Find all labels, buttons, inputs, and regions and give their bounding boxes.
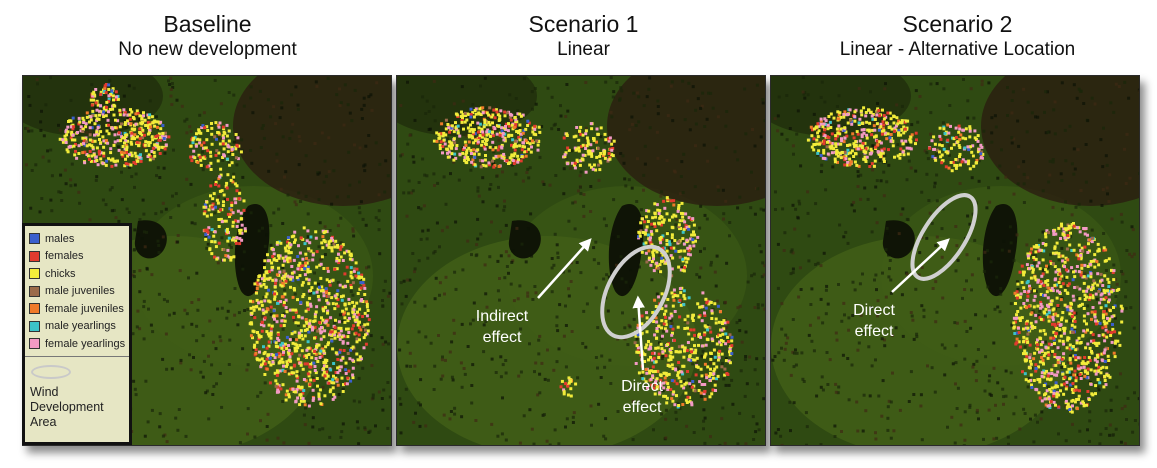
legend-wind-line: Development <box>30 399 104 414</box>
panel-title: Scenario 2 <box>902 11 1013 37</box>
legend-wind-line: Wind <box>30 384 59 399</box>
panel-subtitle: No new development <box>118 39 297 60</box>
legend-label: males <box>45 232 75 245</box>
legend-label: female yearlings <box>45 337 126 350</box>
map-scenario-2 <box>770 75 1140 446</box>
legend-swatch <box>29 320 40 332</box>
legend-swatch <box>29 285 40 297</box>
direct-effect-label: Direct effect <box>834 300 914 342</box>
legend-item: male juveniles <box>25 283 129 301</box>
legend-label: chicks <box>45 267 76 280</box>
legend-item: chicks <box>25 265 129 283</box>
annotation-line: effect <box>854 323 894 340</box>
annotation-line: Direct <box>853 302 895 319</box>
legend-swatch <box>29 268 40 280</box>
annotation-line: effect <box>622 399 662 416</box>
map-scenario-1 <box>396 75 766 446</box>
legend-items: males females chicks male juveniles female j… <box>25 226 129 353</box>
indirect-effect-label: Indirect effect <box>462 306 542 348</box>
annotation-line: effect <box>482 329 522 346</box>
panel-subtitle: Linear <box>557 39 610 60</box>
legend-item: female yearlings <box>25 335 129 353</box>
legend-item: males <box>25 230 129 248</box>
map-canvas <box>397 76 765 445</box>
map-canvas <box>771 76 1139 445</box>
panel-subtitle: Linear - Alternative Location <box>839 39 1076 60</box>
legend-item: females <box>25 248 129 266</box>
panel-title-baseline: Baseline No new development <box>20 10 395 62</box>
legend-swatch <box>29 338 40 350</box>
legend-label: females <box>45 250 84 263</box>
direct-effect-label: Direct effect <box>602 376 682 418</box>
panel-title-scenario-2: Scenario 2 Linear - Alternative Location <box>770 10 1145 62</box>
legend-swatch <box>29 233 40 245</box>
legend-item: female juveniles <box>25 300 129 318</box>
legend-wind-label: Wind Development Area <box>25 379 129 430</box>
wind-area-ellipse-icon <box>31 364 71 379</box>
legend-label: male juveniles <box>45 285 115 298</box>
legend-swatch <box>29 303 40 315</box>
map-legend: males females chicks male juveniles female j… <box>22 223 132 445</box>
legend-label: male yearlings <box>45 320 116 333</box>
panel-title-scenario-1: Scenario 1 Linear <box>396 10 771 62</box>
legend-divider <box>25 355 129 357</box>
legend-swatch <box>29 250 40 262</box>
panel-title: Baseline <box>163 11 252 37</box>
legend-item: male yearlings <box>25 318 129 336</box>
annotation-line: Direct <box>621 378 663 395</box>
legend-wind-line: Area <box>30 414 57 429</box>
legend-label: female juveniles <box>45 302 124 315</box>
annotation-line: Indirect <box>475 308 529 325</box>
panel-title: Scenario 1 <box>528 11 639 37</box>
